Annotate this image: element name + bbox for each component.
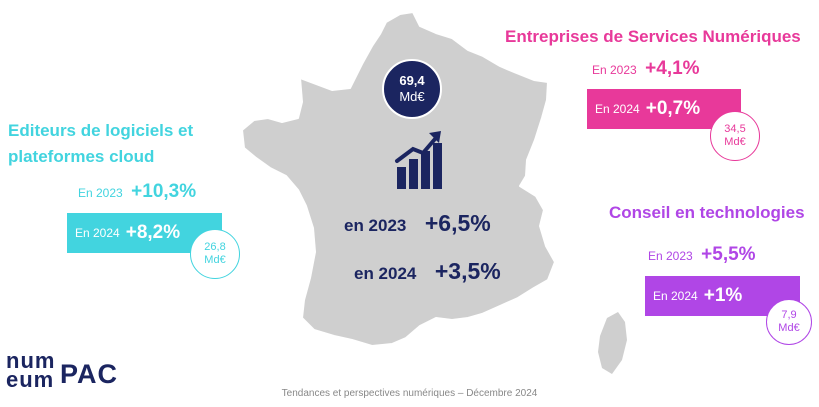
total-growth-2023: en 2023 +6,5% (344, 210, 491, 237)
numeum-logo: num eum (6, 350, 54, 391)
conseil-2023-value: +5,5% (701, 244, 756, 265)
editeurs-2023-label: En 2023 (78, 186, 123, 200)
editeurs-title: Editeurs de logiciels et plateformes clo… (8, 120, 193, 167)
esn-amount-value: 34,5 (724, 123, 746, 135)
editeurs-amount-value: 26,8 (204, 241, 226, 253)
esn-amount-bubble: 34,5 Md€ (710, 111, 760, 161)
esn-amount-unit: Md€ (724, 136, 746, 148)
esn-2023-row: En 2023 +4,1% (592, 58, 700, 80)
total-amount-unit: Md€ (399, 89, 425, 104)
total-growth-2024: en 2024 +3,5% (354, 258, 501, 285)
conseil-2024-label: En 2024 (653, 289, 698, 303)
editeurs-2024-label: En 2024 (75, 226, 120, 240)
total-growth-2023-value: +6,5% (424, 210, 491, 236)
conseil-2024-bar: En 2024 +1% (645, 276, 800, 316)
editeurs-2023-value: +10,3% (131, 181, 197, 202)
conseil-2023-row: En 2023 +5,5% (648, 244, 756, 266)
conseil-title: Conseil en technologies (609, 203, 805, 222)
esn-2023-value: +4,1% (645, 58, 700, 79)
conseil-amount-value: 7,9 (781, 309, 797, 321)
conseil-amount-bubble: 7,9 Md€ (766, 299, 812, 345)
pac-logo-text: PAC (60, 359, 119, 389)
editeurs-2024-bar: En 2024 +8,2% (67, 213, 222, 253)
editeurs-amount-unit: Md€ (204, 254, 226, 266)
growth-chart-icon (395, 131, 442, 189)
pac-logo: PAC (60, 359, 118, 390)
conseil-2023-label: En 2023 (648, 249, 693, 263)
esn-2023-label: En 2023 (592, 63, 637, 77)
esn-2024-label: En 2024 (595, 102, 640, 116)
footer-caption: Tendances et perspectives numériques – D… (281, 388, 538, 399)
esn-2024-value: +0,7% (645, 98, 701, 119)
total-amount-bubble: 69,4 Md€ (382, 59, 442, 119)
editeurs-amount-bubble: 26,8 Md€ (190, 229, 240, 279)
editeurs-2024-value: +8,2% (125, 222, 181, 243)
corsica-shape (598, 312, 627, 374)
total-growth-2024-value: +3,5% (434, 258, 501, 284)
numeum-logo-text: num eum (6, 348, 56, 392)
conseil-2024-value: +1% (703, 285, 743, 306)
total-amount-value: 69,4 (399, 73, 425, 88)
total-growth-2024-label: en 2024 (354, 264, 417, 283)
esn-title: Entreprises de Services Numériques (505, 27, 801, 46)
editeurs-2023-row: En 2023 +10,3% (78, 181, 196, 203)
total-growth-2023-label: en 2023 (344, 216, 407, 235)
editeurs-title-line1: Editeurs de logiciels et (8, 121, 194, 140)
editeurs-title-line2: plateformes cloud (8, 147, 155, 166)
conseil-amount-unit: Md€ (778, 322, 800, 334)
